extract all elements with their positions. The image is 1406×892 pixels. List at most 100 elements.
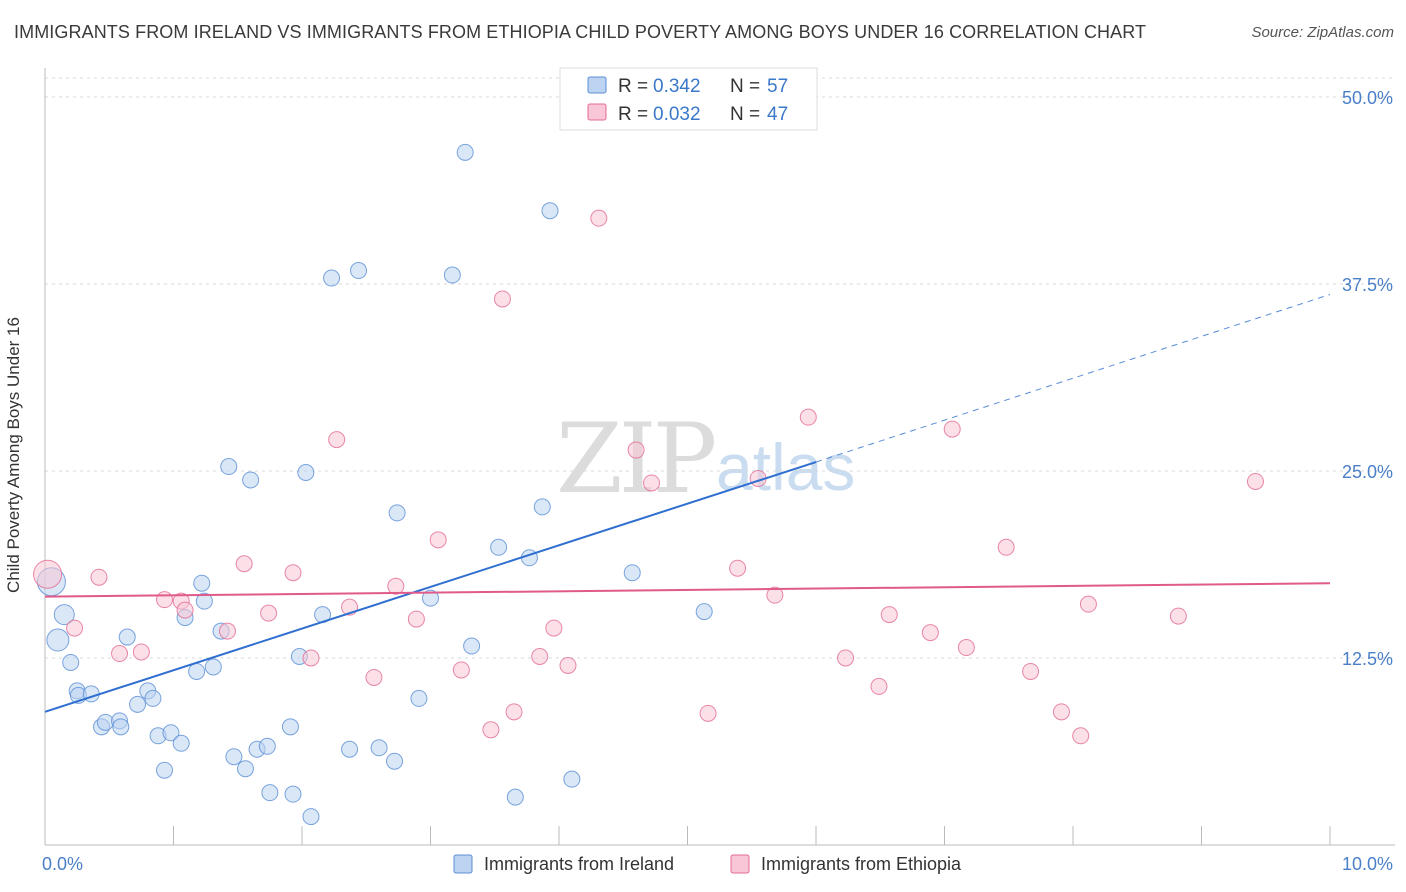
stats-ethiopia-swatch: [587, 103, 607, 121]
ireland-point: [463, 637, 481, 655]
y-tick-label: 50.0%: [1342, 88, 1393, 108]
stats-ireland-r-value: 0.342: [653, 76, 701, 97]
stats-ireland-n-label: N =: [730, 76, 760, 97]
ireland-point: [236, 760, 254, 778]
ethiopia-point: [1246, 472, 1264, 490]
ethiopia-trend-line: [44, 582, 1331, 598]
ireland-point: [623, 564, 641, 582]
ireland-point: [118, 628, 136, 646]
ethiopia-point: [429, 531, 447, 549]
ethiopia-point: [545, 619, 563, 637]
y-axis-label: Child Poverty Among Boys Under 16: [4, 317, 23, 593]
ireland-point: [129, 695, 147, 713]
ethiopia-point: [799, 408, 817, 426]
ethiopia-point: [156, 591, 174, 609]
stats-legend: R = 0.342 N = 57 R = 0.032 N = 47: [559, 67, 818, 131]
x-tick-label: 0.0%: [42, 854, 83, 874]
ireland-point: [281, 718, 299, 736]
stats-ethiopia-n-value: 47: [767, 104, 788, 125]
ireland-point: [172, 734, 190, 752]
watermark: ZIP atlas: [556, 403, 855, 515]
ethiopia-point: [1022, 662, 1040, 680]
ireland-point: [410, 689, 428, 707]
ireland-point: [195, 592, 213, 610]
ethiopia-point: [176, 601, 194, 619]
ireland-point: [258, 737, 276, 755]
ethiopia-point: [302, 649, 320, 667]
x-tick-labels: 0.0% 10.0%: [42, 854, 1393, 874]
ireland-point: [422, 589, 439, 607]
ireland-points: [36, 143, 713, 826]
ethiopia-point: [1169, 607, 1187, 625]
trend-lines: [44, 293, 1331, 713]
ethiopia-point: [1079, 595, 1097, 613]
ireland-point: [284, 785, 302, 803]
ethiopia-point: [132, 643, 150, 661]
ireland-point: [96, 713, 114, 731]
ireland-point: [242, 471, 260, 489]
ethiopia-point: [957, 639, 975, 657]
stats-ireland-r-label: R =: [618, 76, 648, 97]
ireland-point: [112, 718, 130, 736]
ireland-trend-line: [44, 461, 817, 713]
ethiopia-point: [531, 648, 549, 666]
ethiopia-point: [493, 290, 511, 308]
ireland-point: [302, 808, 320, 826]
ethiopia-point: [452, 661, 470, 679]
ethiopia-point: [407, 610, 425, 628]
ethiopia-point: [387, 577, 405, 595]
y-tick-label: 37.5%: [1342, 275, 1393, 295]
ireland-point: [162, 724, 180, 742]
y-tick-label: 25.0%: [1342, 462, 1393, 482]
stats-ireland-swatch: [587, 76, 607, 94]
legend-ethiopia-swatch: [730, 854, 750, 874]
ireland-point: [261, 784, 279, 802]
ethiopia-point: [505, 703, 523, 721]
ireland-point: [297, 463, 315, 481]
ireland-point: [156, 761, 174, 779]
chart-source: Source: ZipAtlas.com: [1251, 24, 1394, 41]
ethiopia-point: [328, 431, 346, 449]
stats-ethiopia-n-label: N =: [730, 104, 760, 125]
ireland-point: [370, 739, 388, 757]
series-legend: Immigrants from Ireland Immigrants from …: [453, 854, 962, 874]
legend-ireland-swatch: [453, 854, 473, 874]
ireland-point: [144, 689, 162, 707]
ireland-point: [53, 604, 75, 626]
x-tick-label: 10.0%: [1342, 854, 1393, 874]
ireland-point: [350, 262, 368, 280]
ireland-trend-extension: [815, 293, 1331, 463]
ireland-point: [506, 788, 524, 806]
ethiopia-point: [729, 559, 747, 577]
ireland-point: [220, 458, 238, 476]
ethiopia-point: [218, 622, 236, 640]
ireland-point: [490, 538, 508, 556]
stats-ireland-n-value: 57: [767, 76, 788, 97]
ireland-point: [188, 662, 206, 680]
watermark-atlas: atlas: [716, 430, 855, 504]
ethiopia-point: [111, 645, 129, 663]
ethiopia-point: [870, 677, 888, 695]
ethiopia-point: [482, 721, 500, 739]
axes: [44, 68, 1395, 846]
ethiopia-point: [921, 624, 939, 642]
ireland-point: [456, 143, 474, 161]
stats-ethiopia-r-label: R =: [618, 104, 648, 125]
ireland-point: [533, 498, 551, 516]
ireland-point: [388, 504, 406, 522]
ireland-point: [193, 574, 211, 592]
legend-ethiopia-label: Immigrants from Ethiopia: [761, 854, 962, 874]
ethiopia-point: [260, 604, 278, 622]
legend-ireland-label: Immigrants from Ireland: [484, 854, 674, 874]
ethiopia-point: [997, 538, 1015, 556]
ireland-point: [341, 740, 359, 758]
ireland-point: [443, 266, 461, 284]
ethiopia-point: [590, 209, 608, 227]
ethiopia-point: [766, 586, 784, 604]
ethiopia-points: [33, 209, 1264, 745]
ireland-point: [695, 603, 713, 621]
ireland-point: [541, 202, 559, 220]
y-tick-labels: 12.5% 25.0% 37.5% 50.0%: [1342, 88, 1393, 669]
ethiopia-point: [880, 606, 898, 624]
